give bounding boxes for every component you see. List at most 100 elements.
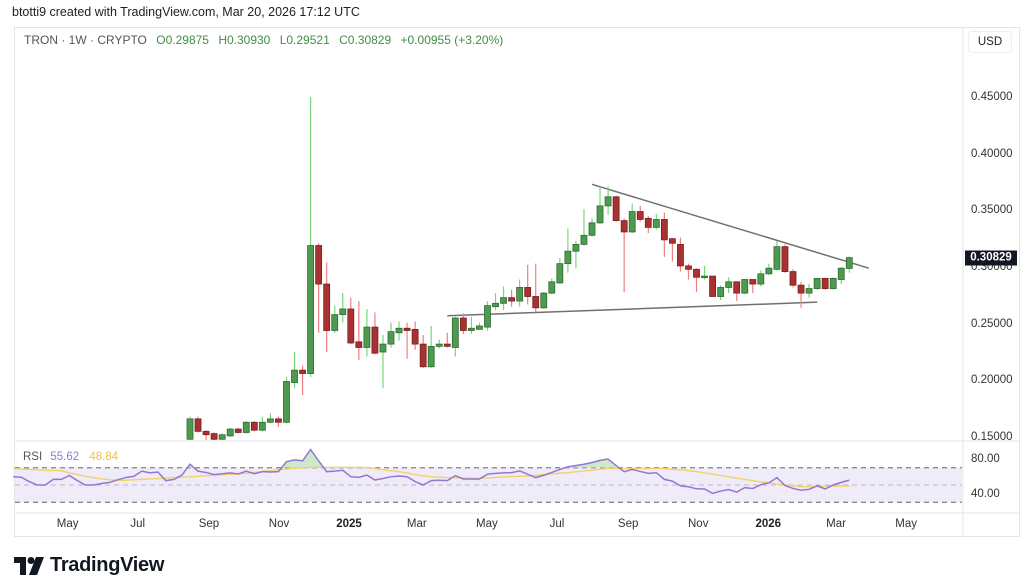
candle: [339, 293, 347, 323]
candle-body: [620, 220, 628, 233]
price-tick-label: 0.15000: [971, 431, 1013, 443]
candle-body: [540, 292, 548, 309]
candle-body: [660, 219, 668, 241]
candle: [781, 244, 789, 273]
candle-body: [194, 418, 202, 432]
candle-body: [612, 196, 620, 221]
time-tick-label: Jul: [130, 518, 146, 530]
candle: [572, 240, 580, 269]
rsi-legend[interactable]: RSI 55.62 48.84: [23, 451, 118, 463]
rsi-pane: [13, 448, 962, 503]
candle: [467, 316, 475, 334]
candle-body: [725, 281, 733, 288]
ascending-support-trendline: [447, 301, 818, 317]
candle: [291, 352, 298, 389]
candle-body: [331, 314, 339, 331]
candle-body: [467, 327, 475, 331]
candle-body: [652, 219, 660, 228]
candle: [797, 281, 805, 308]
candle-body: [765, 267, 773, 275]
candle-body: [677, 243, 684, 267]
trendlines: [447, 183, 870, 317]
candle-body: [781, 246, 789, 272]
price-tick-label: 0.25000: [971, 317, 1013, 330]
candle: [266, 413, 274, 424]
time-tick-label: May: [56, 518, 79, 530]
candles: [186, 97, 853, 440]
candle: [709, 275, 716, 297]
ohlc-change: +0.00955 (+3.20%): [400, 33, 504, 47]
candle: [234, 427, 242, 434]
candle-body: [476, 325, 483, 330]
candle-body: [379, 343, 387, 353]
candle: [210, 432, 218, 440]
candle-body: [773, 246, 781, 270]
chart-credit: btotti9 created with TradingView.com, Ma…: [12, 5, 360, 19]
candle: [588, 218, 596, 237]
candle: [749, 279, 757, 294]
candle: [508, 289, 516, 307]
candle-body: [636, 211, 644, 220]
candle: [323, 262, 331, 353]
candle-body: [508, 297, 516, 302]
candle-body: [355, 341, 363, 348]
candle-body: [829, 277, 837, 289]
ohlc-low: L0.29521: [279, 33, 330, 47]
candle: [636, 205, 644, 222]
candle-body: [604, 196, 612, 207]
candle-body: [548, 281, 556, 294]
candle: [548, 278, 556, 295]
candle: [652, 213, 660, 230]
candle-body: [266, 418, 274, 423]
tradingview-logo-icon: [14, 556, 44, 575]
candle: [186, 416, 194, 440]
candle: [612, 195, 620, 222]
candle-body: [411, 328, 419, 345]
candle: [258, 416, 266, 432]
candle-body: [283, 381, 290, 423]
ohlc-high: H0.30930: [218, 33, 271, 47]
price-tick-label: 0.35000: [971, 204, 1013, 217]
time-tick-label: 2026: [755, 518, 782, 530]
rsi-tick-label: 40.00: [971, 487, 1000, 500]
candle-body: [813, 277, 821, 289]
candle-body: [845, 257, 853, 269]
candle: [620, 218, 628, 292]
candle: [218, 433, 226, 440]
candle-body: [837, 267, 845, 280]
candle-body: [339, 308, 347, 316]
candle: [741, 279, 749, 295]
candle-body: [733, 281, 741, 294]
currency-button[interactable]: USD: [968, 31, 1012, 53]
rsi-ma-value: 48.84: [89, 451, 119, 463]
candle: [757, 270, 765, 287]
candle: [644, 216, 652, 234]
candle: [299, 365, 306, 396]
candle-body: [363, 326, 371, 348]
candle: [347, 297, 355, 345]
candle: [717, 285, 725, 300]
last-price-label: 0.30829: [965, 250, 1017, 266]
candle: [443, 332, 451, 348]
rsi-ma-line: [13, 466, 850, 488]
candle-body: [443, 343, 451, 347]
candle: [540, 291, 548, 309]
candle-body: [258, 421, 266, 431]
chart-frame: [14, 27, 1020, 537]
candle-body: [572, 243, 580, 252]
candle-body: [395, 327, 403, 334]
candle: [628, 203, 636, 234]
candle: [837, 267, 845, 285]
tradingview-logo[interactable]: TradingView: [14, 554, 164, 577]
symbol-legend[interactable]: TRON · 1W · CRYPTO O0.29875 H0.30930 L0.…: [24, 33, 503, 47]
candle-body: [242, 421, 250, 433]
candle-body: [596, 205, 604, 224]
candle: [669, 237, 676, 262]
ohlc-open: O0.29875: [156, 33, 209, 47]
candle: [435, 339, 443, 349]
candle: [813, 277, 821, 290]
candle-body: [757, 273, 765, 285]
candle: [242, 421, 250, 434]
candle: [275, 416, 282, 427]
